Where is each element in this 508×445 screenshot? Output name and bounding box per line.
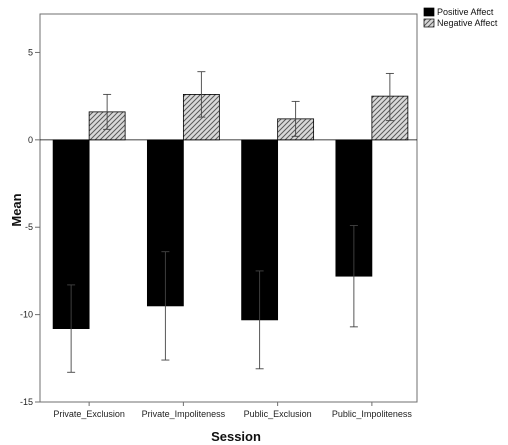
y-tick-label-minus-10: -10: [20, 310, 33, 320]
x-axis-label: Session: [211, 429, 261, 444]
y-tick-label-minus-15: -15: [20, 397, 33, 407]
legend-swatch-negative-affect: [423, 18, 435, 28]
legend-label-positive-affect: Positive Affect: [437, 7, 494, 17]
legend: Positive Affect Negative Affect: [423, 7, 498, 28]
legend-swatch-positive-affect: [423, 7, 435, 17]
legend-label-negative-affect: Negative Affect: [437, 18, 498, 28]
bar-public-impoliteness-positive-affect: [335, 139, 373, 277]
x-tick-label-public-impoliteness: Public_Impoliteness: [332, 409, 413, 419]
y-tick-label-0: 0: [28, 135, 33, 145]
y-tick-label-minus-5: -5: [25, 222, 33, 232]
x-tick-label-private-exclusion: Private_Exclusion: [53, 409, 125, 419]
x-tick-label-public-exclusion: Public_Exclusion: [244, 409, 312, 419]
y-axis-label: Mean: [9, 193, 24, 226]
x-tick-label-private-impoliteness: Private_Impoliteness: [142, 409, 226, 419]
y-tick-label-5: 5: [28, 47, 33, 57]
